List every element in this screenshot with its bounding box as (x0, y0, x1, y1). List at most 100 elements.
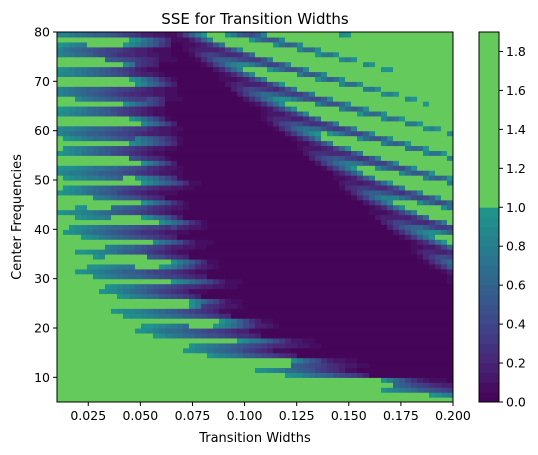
heatmap-cell (153, 194, 160, 201)
heatmap-cell (207, 140, 214, 147)
heatmap-cell (351, 234, 358, 240)
heatmap-cell (129, 268, 136, 275)
heatmap-cell (441, 249, 448, 255)
heatmap-cell (237, 234, 244, 240)
heatmap-cell (423, 86, 430, 92)
heatmap-cell (285, 239, 292, 245)
heatmap-cell (351, 41, 358, 48)
heatmap-cell (165, 347, 172, 354)
heatmap-cell (177, 180, 184, 186)
heatmap-cell (69, 377, 76, 383)
heatmap-cell (243, 130, 250, 137)
heatmap-cell (423, 214, 430, 221)
heatmap-cell (237, 392, 244, 398)
heatmap-cell (183, 392, 190, 398)
heatmap-cell (291, 229, 298, 235)
heatmap-cell (351, 273, 358, 280)
heatmap-cell (291, 81, 298, 87)
heatmap-cell (327, 224, 334, 230)
heatmap-cell (141, 229, 148, 235)
heatmap-cell (285, 372, 292, 378)
heatmap-cell (267, 397, 274, 402)
heatmap-cell (333, 323, 340, 329)
heatmap-cell (57, 229, 64, 235)
heatmap-cell (189, 56, 196, 63)
heatmap-cell (93, 71, 100, 77)
heatmap-cell (381, 61, 388, 68)
heatmap-cell (99, 278, 106, 285)
heatmap-cell (339, 56, 346, 63)
heatmap-cell (159, 165, 166, 171)
heatmap-cell (363, 219, 370, 225)
heatmap-cell (219, 332, 226, 339)
heatmap-cell (375, 352, 382, 359)
heatmap-cell (417, 175, 424, 181)
heatmap-cell (249, 56, 256, 63)
heatmap-cell (321, 106, 328, 112)
heatmap-cell (123, 303, 130, 309)
heatmap-cell (399, 86, 406, 92)
heatmap-cell (399, 66, 406, 73)
heatmap-cell (333, 56, 340, 63)
heatmap-cell (297, 145, 304, 151)
heatmap-cell (309, 32, 316, 38)
heatmap-cell (93, 135, 100, 142)
heatmap-cell (231, 115, 238, 122)
heatmap-cell (273, 165, 280, 171)
heatmap-cell (441, 387, 448, 393)
heatmap-cell (153, 332, 160, 339)
heatmap-cell (225, 342, 232, 349)
heatmap-cell (219, 397, 226, 402)
heatmap-cell (417, 219, 424, 225)
heatmap-cell (159, 382, 166, 388)
heatmap-cell (267, 303, 274, 309)
heatmap-cell (351, 199, 358, 206)
heatmap-cell (135, 328, 142, 334)
heatmap-cell (219, 342, 226, 349)
heatmap-cell (291, 184, 298, 191)
heatmap-cell (63, 332, 70, 339)
heatmap-cell (327, 150, 334, 156)
heatmap-cell (315, 308, 322, 314)
heatmap-cell (321, 96, 328, 102)
heatmap-cell (309, 199, 316, 206)
heatmap-cell (375, 278, 382, 285)
heatmap-cell (369, 175, 376, 181)
heatmap-cell (195, 145, 202, 151)
heatmap-cell (405, 135, 412, 142)
heatmap-cell (207, 46, 214, 53)
heatmap-cell (63, 357, 70, 364)
heatmap-cell (153, 268, 160, 275)
heatmap-cell (393, 66, 400, 73)
heatmap-cell (207, 357, 214, 364)
heatmap-cell (213, 397, 220, 402)
heatmap-cell (135, 194, 142, 201)
heatmap-cell (405, 397, 412, 402)
heatmap-cell (261, 303, 268, 309)
heatmap-cell (99, 140, 106, 147)
heatmap-cell (357, 347, 364, 354)
heatmap-cell (381, 357, 388, 364)
heatmap-cell (171, 120, 178, 127)
heatmap-cell (399, 288, 406, 295)
heatmap-cell (315, 258, 322, 265)
heatmap-cell (129, 66, 136, 73)
heatmap-cell (177, 268, 184, 275)
heatmap-cell (261, 71, 268, 77)
heatmap-cell (177, 71, 184, 77)
heatmap-cell (105, 125, 112, 132)
heatmap-cell (177, 46, 184, 53)
heatmap-cell (321, 120, 328, 127)
heatmap-cell (219, 86, 226, 92)
heatmap-cell (435, 387, 442, 393)
heatmap-cell (387, 170, 394, 176)
heatmap-cell (93, 214, 100, 221)
heatmap-cell (231, 76, 238, 82)
heatmap-cell (231, 362, 238, 369)
heatmap-cell (369, 303, 376, 309)
heatmap-cell (111, 298, 118, 304)
heatmap-cell (363, 91, 370, 97)
heatmap-cell (387, 150, 394, 156)
heatmap-cell (435, 332, 442, 339)
heatmap-cell (237, 199, 244, 206)
